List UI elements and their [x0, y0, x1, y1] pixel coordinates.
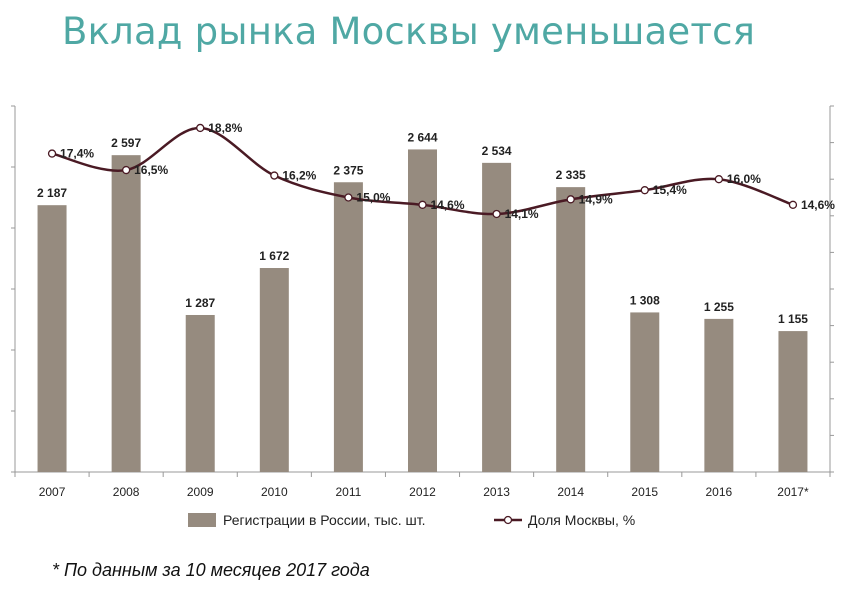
share-point: [788, 200, 798, 209]
bar-2016: [704, 318, 734, 472]
bar-2007: [37, 205, 67, 472]
share-value-label: 16,0%: [727, 172, 761, 186]
bar-value-label: 1 255: [704, 300, 734, 314]
line-series: 17,4% 16,5% 18,8% 16,2% 15,0% 14,6% 14,1% 14,9%…: [47, 121, 835, 221]
bar-2008: [111, 155, 141, 472]
share-point: [344, 193, 353, 202]
x-tick-label: 2016: [706, 485, 733, 499]
bar-value-label: 2 335: [556, 168, 586, 182]
x-tick-label: 2008: [113, 485, 140, 499]
share-value-label: 18,8%: [208, 121, 242, 135]
bar-value-label: 1 672: [259, 249, 289, 263]
x-tick-label: 2009: [187, 485, 214, 499]
bar-value-label: 2 187: [37, 186, 67, 200]
legend-line-marker: [503, 515, 513, 525]
share-value-label: 14,6%: [801, 198, 835, 212]
x-tick-label: 2015: [631, 485, 658, 499]
bar-2009: [185, 314, 215, 472]
share-point: [121, 165, 131, 175]
share-point: [714, 175, 724, 184]
bar-2011: [333, 182, 363, 472]
x-tick-label: 2017*: [777, 485, 809, 499]
share-point: [640, 186, 649, 195]
bar-2015: [630, 312, 660, 472]
footnote: * По данным за 10 месяцев 2017 года: [52, 560, 370, 580]
x-tick-label: 2014: [557, 485, 584, 499]
bar-value-label: 2 597: [111, 136, 141, 150]
legend: Регистрации в России, тыс. шт. Доля Моск…: [188, 512, 635, 528]
bar-value-label: 1 287: [185, 296, 215, 310]
x-axis-ticks: 2007 2008 2009 2010 2011 2012 2013 2014 2015 2016…: [39, 485, 809, 499]
x-tick-label: 2013: [483, 485, 510, 499]
share-point: [492, 209, 501, 219]
share-point: [418, 200, 427, 209]
share-point: [270, 171, 279, 180]
share-value-label: 15,4%: [653, 183, 687, 197]
share-value-label: 15,0%: [356, 191, 390, 205]
share-point: [47, 149, 57, 158]
bar-2017*: [778, 331, 808, 472]
bar-2010: [259, 268, 289, 472]
x-tick-label: 2010: [261, 485, 288, 499]
legend-bar-label: Регистрации в России, тыс. шт.: [223, 512, 425, 528]
chart-title: Вклад рынка Москвы уменьшается: [62, 10, 756, 53]
bar-value-label: 1 308: [630, 293, 660, 307]
bar-value-label: 1 155: [778, 312, 808, 326]
share-value-label: 16,5%: [134, 163, 168, 177]
share-value-label: 14,9%: [579, 192, 613, 206]
bar-value-label: 2 534: [482, 144, 512, 158]
share-point: [566, 195, 575, 204]
share-value-label: 14,1%: [505, 207, 539, 221]
x-tick-label: 2007: [39, 485, 66, 499]
bar-series: 2 187 2 597 1 287 1 672 2 375 2 644 2 534 2 335…: [37, 130, 808, 473]
share-value-label: 17,4%: [60, 147, 94, 161]
share-point: [196, 123, 205, 133]
x-tick-label: 2011: [336, 485, 362, 499]
share-value-label: 14,6%: [431, 198, 465, 212]
legend-line-label: Доля Москвы, %: [528, 512, 635, 528]
legend-bar-swatch: [188, 513, 216, 527]
bar-value-label: 2 644: [407, 130, 437, 144]
bar-2014: [556, 187, 586, 472]
share-value-label: 16,2%: [282, 169, 316, 183]
bar-value-label: 2 375: [333, 163, 363, 177]
x-tick-label: 2012: [409, 485, 436, 499]
